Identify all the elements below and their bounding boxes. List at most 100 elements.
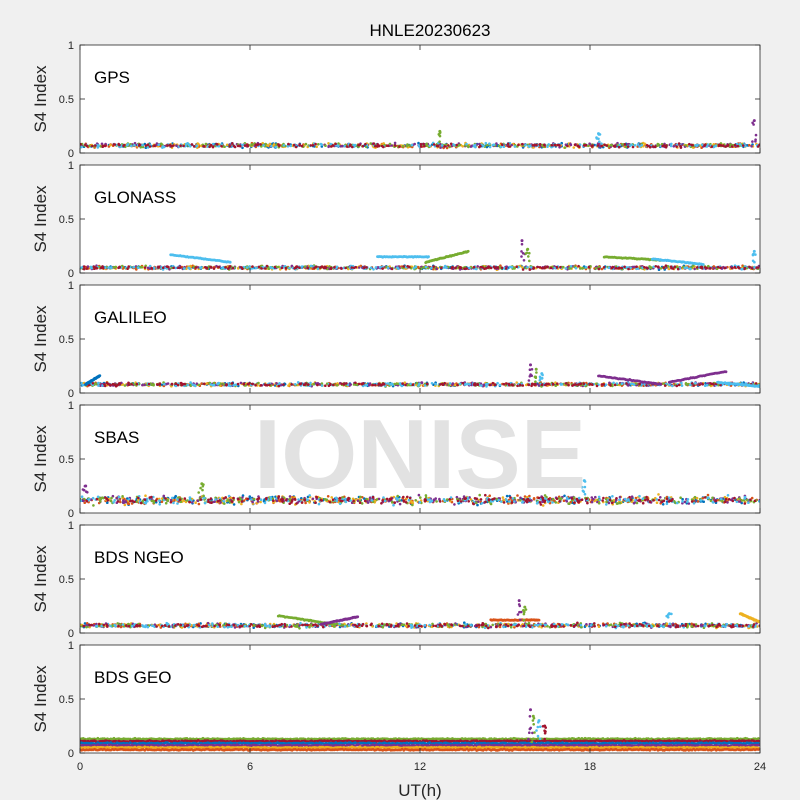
data-point (200, 382, 203, 385)
data-point (753, 260, 756, 264)
data-point (324, 384, 327, 388)
data-point (654, 265, 658, 268)
y-tick-label: 0 (68, 268, 74, 280)
data-point (675, 145, 678, 148)
data-point (705, 145, 709, 148)
data-point (109, 383, 112, 387)
data-point (583, 144, 587, 147)
data-point (200, 266, 203, 269)
data-point (422, 142, 425, 146)
data-point (110, 266, 113, 270)
data-point (724, 370, 728, 374)
data-point (93, 267, 96, 271)
data-point (292, 143, 296, 147)
data-point (675, 384, 679, 388)
data-point (688, 142, 691, 146)
data-point (648, 145, 652, 149)
data-point (157, 143, 160, 146)
data-point (168, 268, 171, 271)
data-point (170, 382, 174, 386)
data-point (143, 266, 147, 269)
data-point (343, 144, 347, 148)
data-point (97, 381, 100, 385)
data-point (479, 144, 482, 148)
data-point (649, 266, 652, 270)
data-point (516, 494, 519, 497)
data-point (327, 142, 330, 145)
data-point (209, 265, 212, 269)
data-point (98, 374, 102, 377)
data-point (89, 265, 93, 269)
data-point (157, 265, 161, 269)
data-point (432, 143, 436, 146)
data-point (735, 142, 739, 146)
data-point (532, 266, 536, 269)
data-point (752, 123, 755, 126)
data-point (625, 382, 628, 385)
data-point (186, 142, 189, 145)
data-point (730, 145, 734, 148)
data-point (380, 384, 383, 387)
data-point (465, 142, 468, 146)
data-point (700, 143, 704, 146)
data-point (345, 145, 349, 148)
data-point (272, 143, 276, 146)
data-point (113, 143, 117, 146)
data-point (402, 265, 406, 268)
data-point (618, 495, 622, 499)
data-point (528, 494, 531, 498)
data-point (556, 143, 560, 147)
data-point (330, 496, 334, 499)
data-point (474, 145, 477, 149)
data-point (101, 384, 104, 387)
data-point (298, 143, 301, 146)
data-point (116, 383, 119, 387)
data-point (228, 266, 231, 269)
data-point (733, 143, 737, 147)
data-point (190, 143, 194, 146)
data-point (403, 381, 407, 385)
data-point (591, 383, 594, 386)
data-point (525, 248, 529, 252)
data-point (553, 143, 557, 147)
panel-label: GLONASS (94, 188, 176, 207)
data-point (141, 143, 144, 147)
data-point (221, 267, 224, 270)
data-point (662, 382, 665, 385)
data-point (147, 382, 151, 386)
data-point (677, 383, 681, 387)
data-point (194, 384, 197, 388)
data-point (274, 145, 277, 149)
data-point (372, 142, 376, 145)
data-point (372, 268, 375, 271)
data-point (212, 381, 216, 385)
data-point (443, 265, 447, 269)
data-point (553, 266, 557, 270)
data-points (80, 363, 760, 389)
data-point (368, 496, 372, 500)
data-point (447, 144, 450, 147)
axes-background (80, 45, 760, 153)
data-point (525, 383, 528, 387)
data-point (676, 267, 680, 271)
data-point (717, 383, 720, 387)
data-point (205, 382, 208, 385)
data-points (80, 479, 760, 507)
data-point (496, 266, 500, 269)
data-point (588, 382, 592, 386)
data-point (275, 382, 278, 385)
data-point (480, 384, 483, 387)
data-point (528, 368, 532, 372)
data-point (376, 143, 379, 146)
data-point (152, 266, 156, 270)
panel-label: GPS (94, 68, 130, 87)
data-point (213, 500, 216, 504)
data-point (312, 383, 316, 386)
data-point (412, 266, 416, 270)
data-point (527, 255, 530, 258)
data-point (92, 265, 96, 269)
data-point (519, 499, 522, 502)
data-point (248, 495, 252, 498)
data-point (381, 265, 384, 269)
